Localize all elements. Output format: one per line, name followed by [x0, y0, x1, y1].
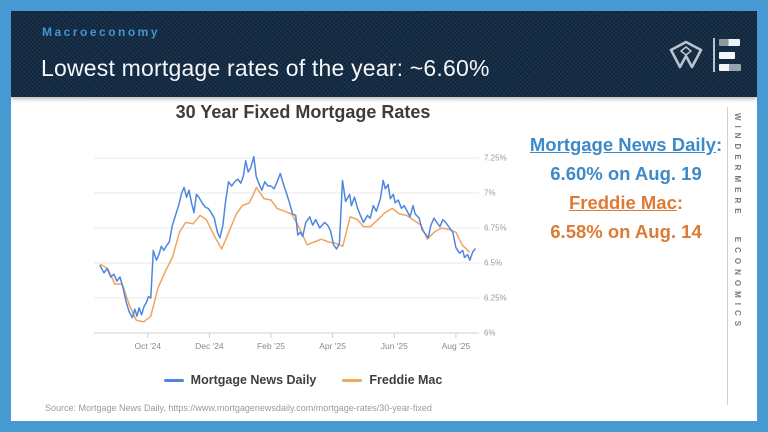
vertical-divider [727, 107, 728, 405]
svg-text:Feb '25: Feb '25 [257, 341, 285, 351]
section-kicker: Macroeconomy [42, 25, 161, 39]
legend-item-mortgage-news-daily: Mortgage News Daily [163, 373, 317, 387]
legend-label: Mortgage News Daily [190, 373, 317, 387]
chart-title: 30 Year Fixed Mortgage Rates [175, 102, 431, 122]
freddie-callout-heading: Freddie Mac: [568, 192, 684, 213]
svg-text:Aug '25: Aug '25 [442, 341, 471, 351]
svg-text:Apr '25: Apr '25 [319, 341, 346, 351]
windermere-w-icon [669, 40, 703, 69]
mortgage-rates-chart: 7.25% 7% 6.75% 6.5% 6.25% 6% Oct '24 Dec '24 Feb… [94, 154, 507, 351]
header-bar: Macroeconomy Lowest mortgage rates of th… [11, 11, 757, 97]
svg-text:6.25%: 6.25% [484, 294, 507, 303]
chart-legend: Mortgage News Daily Freddie Mac [88, 373, 518, 387]
freddie-callout-value: 6.58% on Aug. 14 [550, 221, 702, 242]
svg-text:Jun '25: Jun '25 [381, 341, 408, 351]
legend-item-freddie-mac: Freddie Mac [342, 373, 442, 387]
rate-callout: Mortgage News Daily: 6.60% on Aug. 19 Fr… [521, 130, 731, 246]
svg-text:7.25%: 7.25% [484, 154, 507, 163]
source-note: Source: Mortgage News Daily, https://www… [45, 403, 432, 413]
bar-chart-icon-bar [719, 51, 735, 59]
logo-group [668, 38, 741, 72]
svg-text:6.5%: 6.5% [484, 259, 502, 268]
bar-chart-icon-bar [719, 64, 741, 71]
mnd-callout-heading: Mortgage News Daily: [529, 134, 723, 155]
bar-chart-icon [713, 38, 741, 72]
legend-swatch-orange [342, 378, 363, 382]
svg-text:Oct '24: Oct '24 [134, 341, 161, 351]
slide-title: Lowest mortgage rates of the year: ~6.60… [41, 55, 490, 81]
bar-chart-icon-bar [719, 39, 740, 46]
svg-text:Dec '24: Dec '24 [195, 341, 224, 351]
mnd-callout-value: 6.60% on Aug. 19 [550, 163, 702, 184]
brand-vertical-text: WINDERMERE ECONOMICS [733, 113, 742, 332]
svg-text:6.75%: 6.75% [484, 224, 507, 233]
svg-text:6%: 6% [484, 329, 496, 338]
legend-label: Freddie Mac [369, 373, 443, 387]
slide-content: Macroeconomy Lowest mortgage rates of th… [11, 11, 757, 421]
svg-text:7%: 7% [484, 189, 496, 198]
legend-swatch-blue [163, 378, 184, 382]
